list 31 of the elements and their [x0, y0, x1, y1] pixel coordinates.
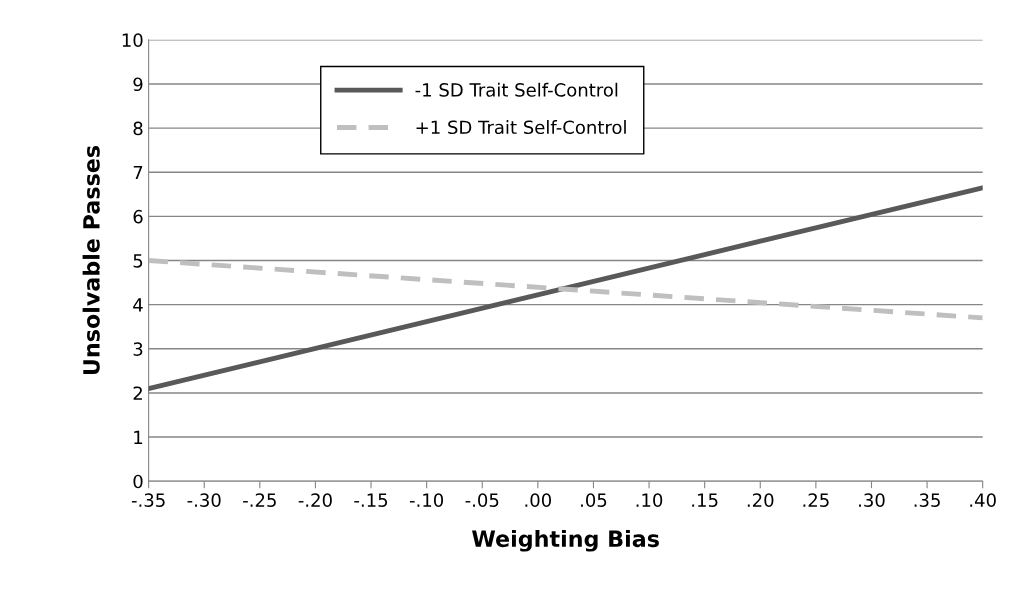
x-tick-label: .20: [747, 493, 774, 507]
x-axis-title: Weighting Bias: [472, 529, 659, 552]
y-tick-label: 2: [133, 386, 142, 400]
x-tick-label: -.10: [409, 493, 444, 507]
y-tick-label: 6: [133, 209, 143, 224]
y-tick-label: 0: [133, 474, 143, 489]
x-tick-label: -.30: [187, 493, 221, 507]
legend-label: -1 SD Trait Self-Control: [415, 82, 618, 97]
x-tick-label: -.15: [354, 493, 388, 507]
y-tick-label: 1: [134, 430, 143, 444]
x-tick-label: .25: [803, 493, 829, 507]
x-tick-label: -.20: [298, 493, 332, 507]
legend-label: +1 SD Trait Self-Control: [416, 120, 626, 135]
x-tick-label: .00: [525, 493, 552, 507]
y-tick-label: 9: [133, 77, 143, 92]
x-tick-label: .35: [914, 493, 940, 507]
y-tick-label: 3: [133, 342, 143, 356]
y-tick-label: 7: [133, 165, 143, 180]
x-tick-label: -.05: [465, 493, 499, 507]
y-tick-label: 8: [133, 121, 143, 136]
x-tick-label: .30: [859, 493, 885, 507]
x-tick-label: -.35: [131, 493, 165, 507]
y-tick-label: 5: [133, 254, 143, 268]
y-axis-title: Unsolvable Passes: [82, 145, 100, 375]
x-tick-label: .05: [581, 493, 607, 507]
x-tick-label: -.25: [243, 493, 276, 507]
y-tick-label: 10: [122, 33, 143, 47]
x-tick-label: .15: [692, 493, 718, 507]
x-tick-label: .10: [636, 493, 663, 507]
y-tick-label: 4: [133, 298, 143, 312]
x-tick-label: .40: [970, 493, 996, 507]
